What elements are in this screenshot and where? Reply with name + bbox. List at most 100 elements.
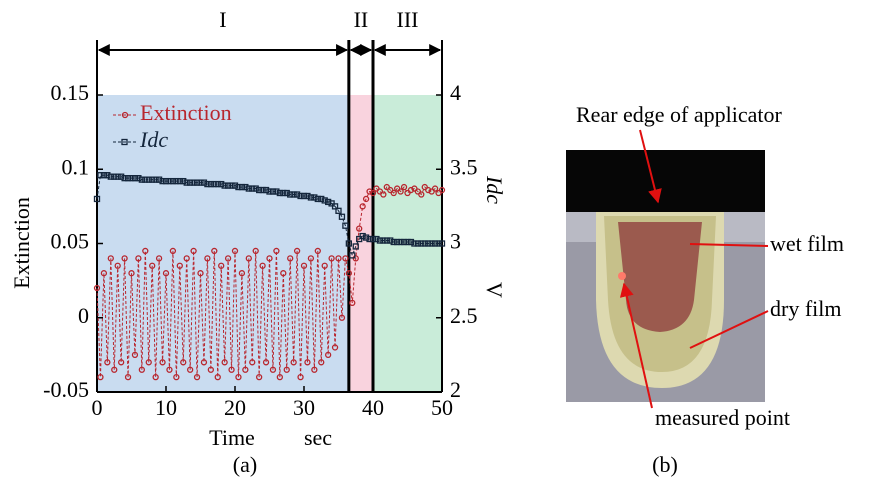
arrow xyxy=(619,282,653,409)
point xyxy=(228,182,235,189)
point xyxy=(369,189,377,197)
point xyxy=(97,172,104,179)
point xyxy=(287,255,294,262)
point xyxy=(290,191,297,198)
point xyxy=(280,270,287,277)
point xyxy=(218,180,225,188)
point xyxy=(104,359,111,366)
wet-film xyxy=(618,222,702,332)
x-tick-label: 10 xyxy=(155,395,177,420)
point xyxy=(366,235,373,243)
point xyxy=(249,359,256,366)
point xyxy=(142,176,149,183)
point xyxy=(390,189,397,197)
point xyxy=(176,177,183,185)
photo: Rear edge of applicator wet film dry fil… xyxy=(566,102,844,477)
point xyxy=(200,179,208,186)
y-axis-label: Extinction xyxy=(9,197,34,289)
point xyxy=(314,247,321,255)
point xyxy=(149,262,156,269)
point xyxy=(421,240,428,247)
point xyxy=(166,177,173,185)
point xyxy=(186,179,194,186)
point xyxy=(152,176,159,183)
point xyxy=(238,183,246,191)
point xyxy=(376,237,384,244)
point xyxy=(324,351,332,359)
point xyxy=(362,195,370,203)
point xyxy=(300,192,308,200)
point xyxy=(211,247,218,255)
legend-marker xyxy=(121,111,129,119)
point xyxy=(207,366,215,373)
photo-label: dry film xyxy=(770,296,842,321)
point xyxy=(138,176,146,183)
point xyxy=(335,255,342,262)
point xyxy=(359,203,366,210)
point xyxy=(335,207,342,214)
arrow xyxy=(639,129,662,204)
point xyxy=(400,183,408,191)
photo-label: wet film xyxy=(770,231,844,256)
point xyxy=(269,188,277,195)
point xyxy=(307,194,315,201)
y-tick-label: 0.1 xyxy=(62,154,90,179)
point xyxy=(169,247,177,255)
point xyxy=(173,177,180,185)
point xyxy=(114,173,121,180)
region-label: II xyxy=(354,7,369,32)
point xyxy=(93,284,101,292)
panel-label: (a) xyxy=(233,452,257,477)
point xyxy=(276,373,284,381)
point xyxy=(214,180,221,188)
panel-label: (b) xyxy=(652,452,678,477)
point xyxy=(200,359,208,366)
point xyxy=(221,182,228,189)
point xyxy=(380,191,387,198)
x-tick-label: 0 xyxy=(92,395,103,420)
point xyxy=(242,366,249,373)
point xyxy=(121,175,128,182)
point xyxy=(180,359,187,366)
point xyxy=(290,359,297,366)
point xyxy=(183,255,190,262)
point xyxy=(131,351,139,359)
point xyxy=(307,255,315,262)
point xyxy=(345,270,353,277)
point xyxy=(155,255,163,262)
point xyxy=(400,238,408,246)
point xyxy=(204,180,211,188)
point xyxy=(252,247,259,255)
y2-tick-label: 4 xyxy=(450,80,461,105)
point xyxy=(97,373,104,381)
x-axis-unit: sec xyxy=(304,425,332,450)
point xyxy=(152,373,159,381)
point xyxy=(393,238,401,246)
point xyxy=(138,366,146,373)
point xyxy=(349,252,356,259)
point xyxy=(121,255,128,262)
region xyxy=(348,95,373,392)
point xyxy=(428,240,435,247)
photo-label: measured point xyxy=(655,405,790,430)
point xyxy=(435,240,442,247)
point xyxy=(159,359,166,366)
y-tick-label: 0.15 xyxy=(51,80,90,105)
point xyxy=(104,172,111,179)
y2-tick-label: 2 xyxy=(450,377,461,402)
point xyxy=(145,176,152,183)
point xyxy=(159,177,166,185)
x-tick-label: 40 xyxy=(362,395,384,420)
point xyxy=(397,238,404,246)
point xyxy=(231,247,239,255)
point xyxy=(224,255,232,262)
point xyxy=(438,186,446,194)
point xyxy=(359,232,366,240)
point xyxy=(404,238,411,246)
point xyxy=(131,175,139,182)
point xyxy=(338,314,346,321)
point xyxy=(118,359,125,366)
point xyxy=(411,240,418,247)
point xyxy=(287,191,294,198)
point xyxy=(321,262,328,269)
